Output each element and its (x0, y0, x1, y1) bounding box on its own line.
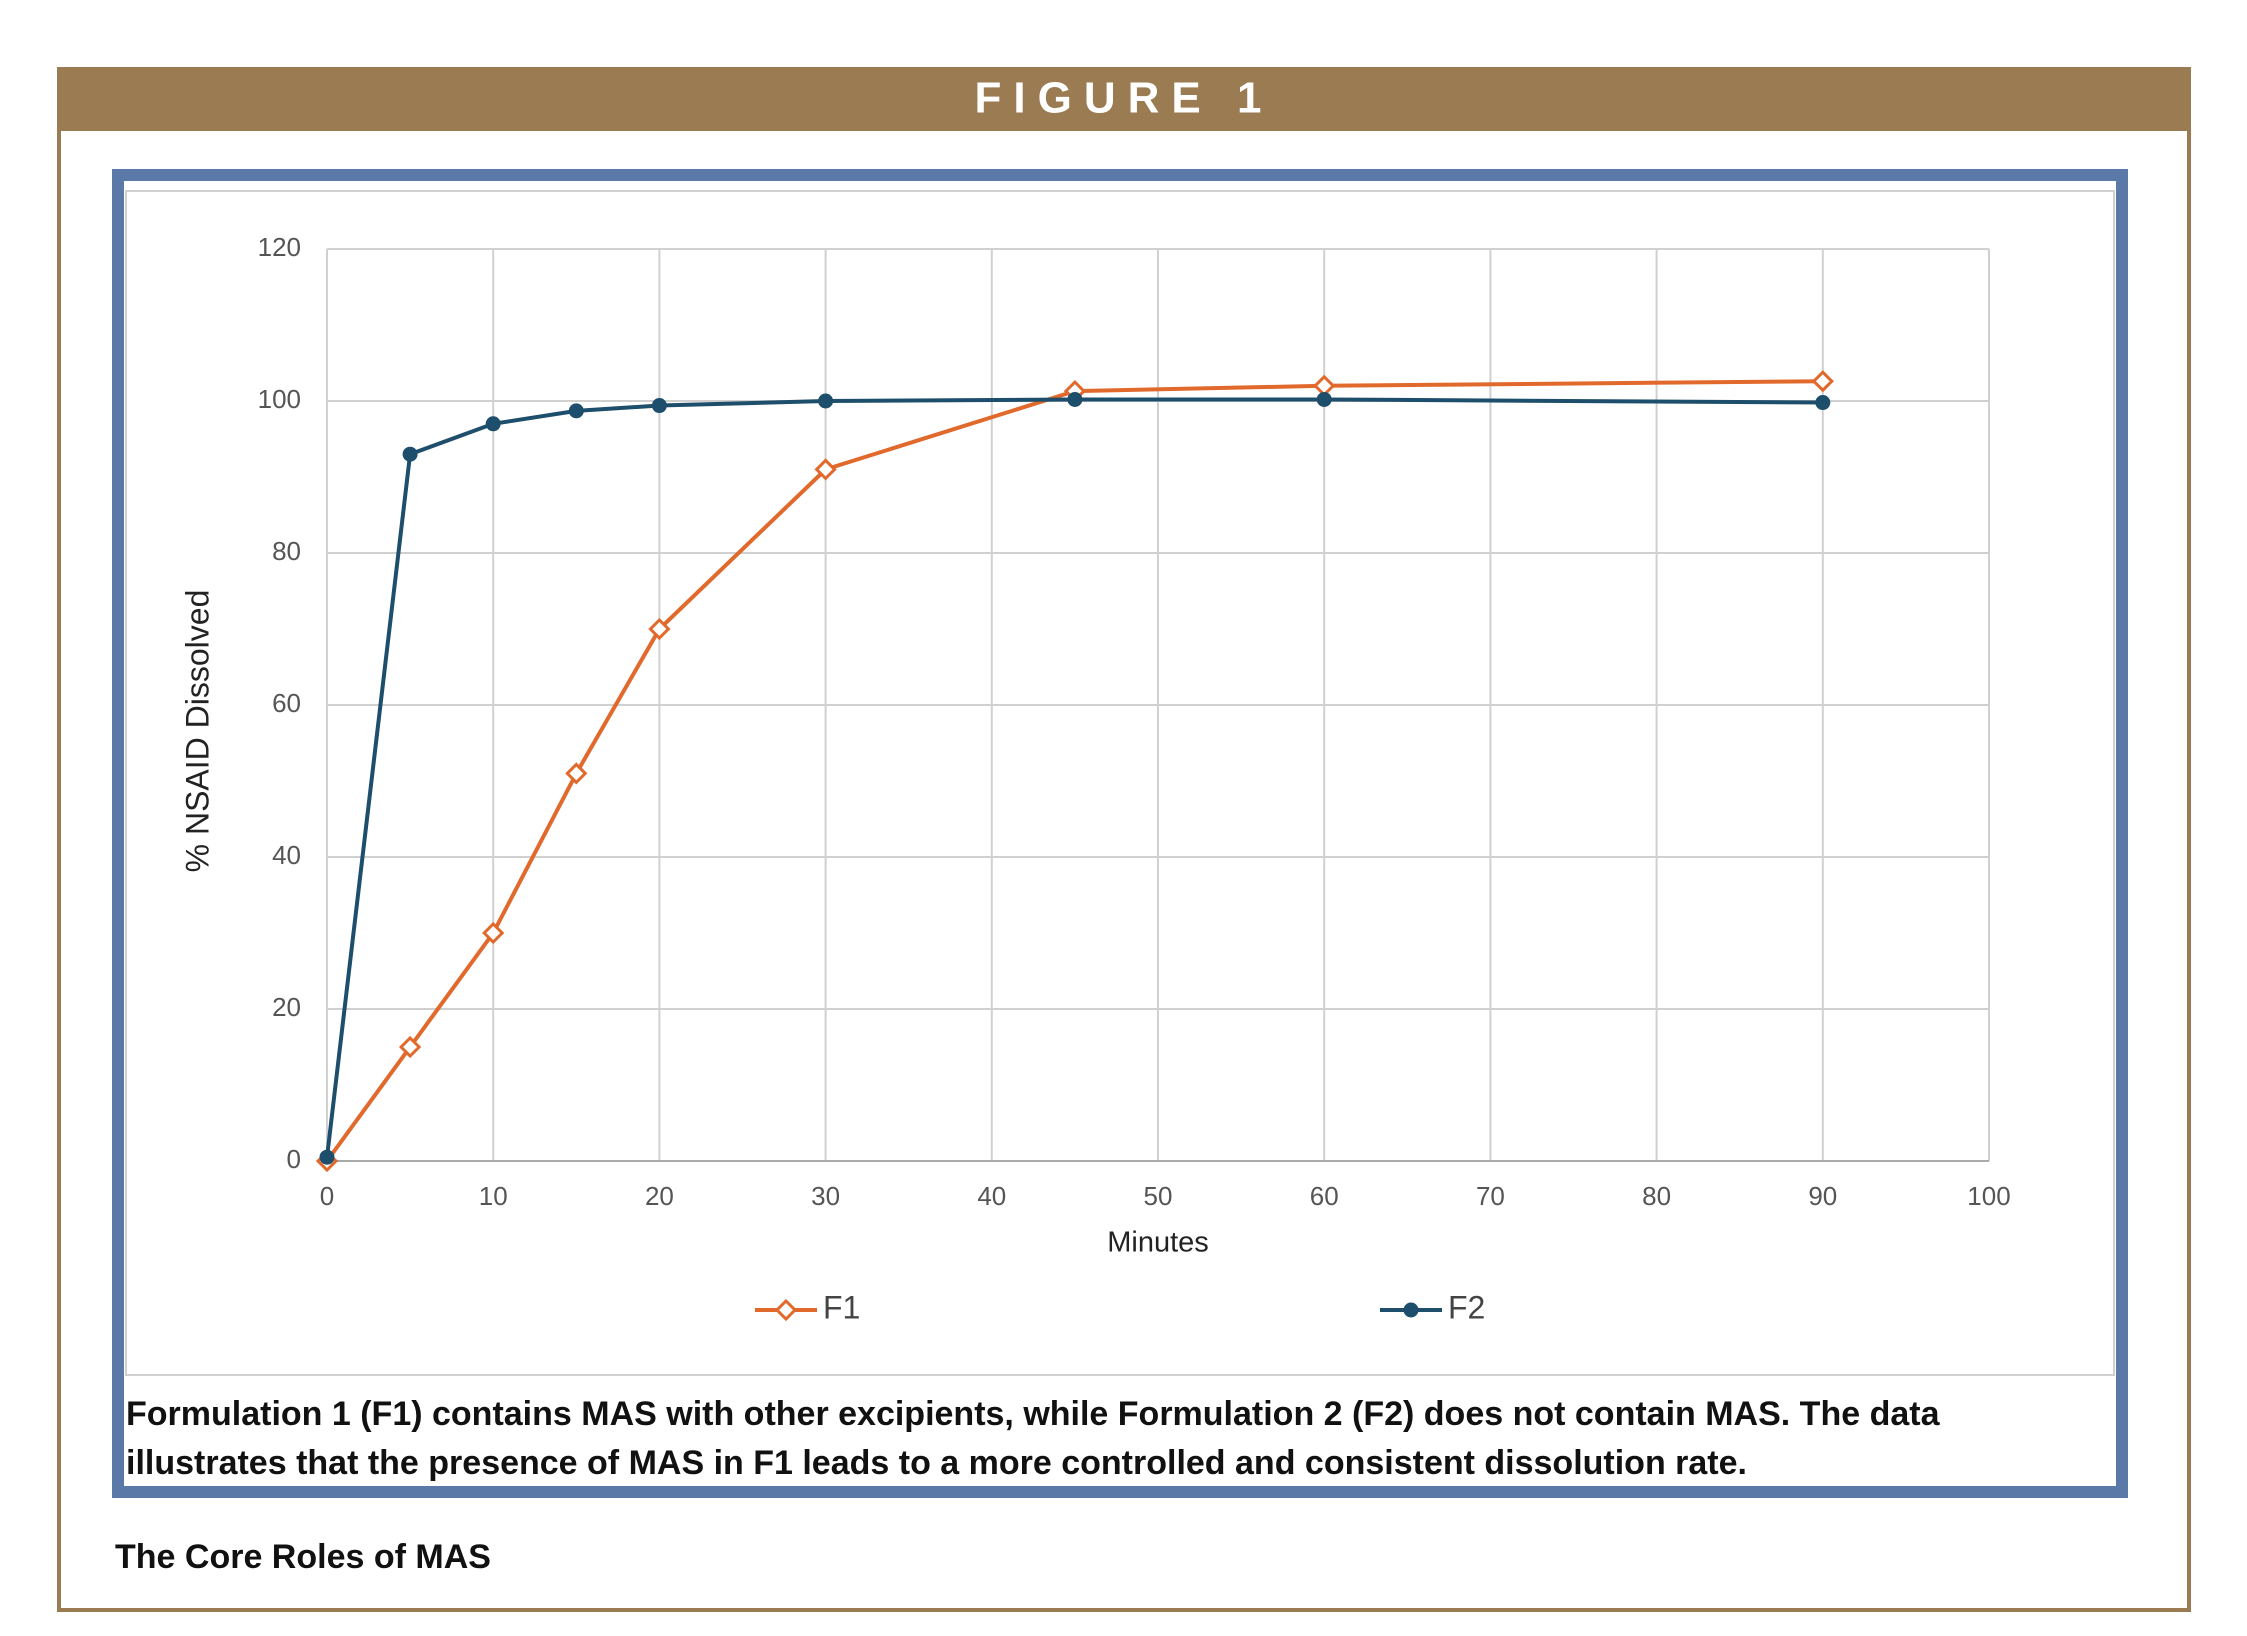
x-tick-label: 60 (1310, 1181, 1339, 1211)
data-point (568, 403, 584, 419)
data-point (818, 393, 834, 409)
caption-line: Formulation 1 (F1) contains MAS with oth… (126, 1395, 1941, 1433)
x-axis-label: Minutes (1107, 1227, 1209, 1259)
data-point (1815, 395, 1831, 411)
x-tick-label: 90 (1808, 1181, 1837, 1211)
y-tick-label: 20 (272, 992, 301, 1022)
data-point (1067, 391, 1083, 407)
y-tick-label: 120 (258, 232, 301, 262)
y-axis-label: % NSAID Dissolved (179, 590, 215, 873)
data-point (319, 1149, 335, 1165)
header-bar (57, 67, 2191, 131)
x-tick-label: 80 (1642, 1181, 1671, 1211)
legend-marker (774, 1298, 798, 1322)
x-tick-label: 100 (1967, 1181, 2010, 1211)
legend-label: F2 (1448, 1289, 1485, 1325)
y-tick-label: 80 (272, 536, 301, 566)
x-tick-label: 20 (645, 1181, 674, 1211)
plot: 0 20 40 60 80 100 120 0 10 20 30 40 50 60 70 80 90 100 F1 F… (258, 232, 2011, 1326)
legend-marker (1403, 1302, 1419, 1318)
x-tick-label: 50 (1144, 1181, 1173, 1211)
data-point (1811, 370, 1834, 393)
y-tick-label: 40 (272, 840, 301, 870)
data-point (485, 416, 501, 432)
data-point (482, 921, 505, 945)
x-tick-label: 70 (1476, 1181, 1505, 1211)
y-tick-label: 100 (258, 384, 301, 414)
data-point (651, 398, 667, 414)
data-point (402, 446, 418, 462)
data-point (648, 617, 671, 641)
y-tick-label: 60 (272, 688, 301, 718)
data-point (398, 1035, 422, 1059)
caption-line: illustrates that the presence of MAS in … (126, 1444, 1747, 1482)
x-tick-label: 40 (977, 1181, 1006, 1211)
data-point (565, 762, 588, 785)
data-point (1316, 391, 1332, 407)
legend-label: F1 (823, 1289, 860, 1325)
data-point (814, 458, 837, 481)
footer-title: The Core Roles of MAS (115, 1538, 491, 1576)
x-tick-label: 30 (811, 1181, 840, 1211)
header-title: FIGURE 1 (975, 74, 1274, 123)
y-tick-label: 0 (287, 1144, 301, 1174)
x-tick-label: 0 (320, 1181, 334, 1211)
x-tick-label: 10 (479, 1181, 508, 1211)
